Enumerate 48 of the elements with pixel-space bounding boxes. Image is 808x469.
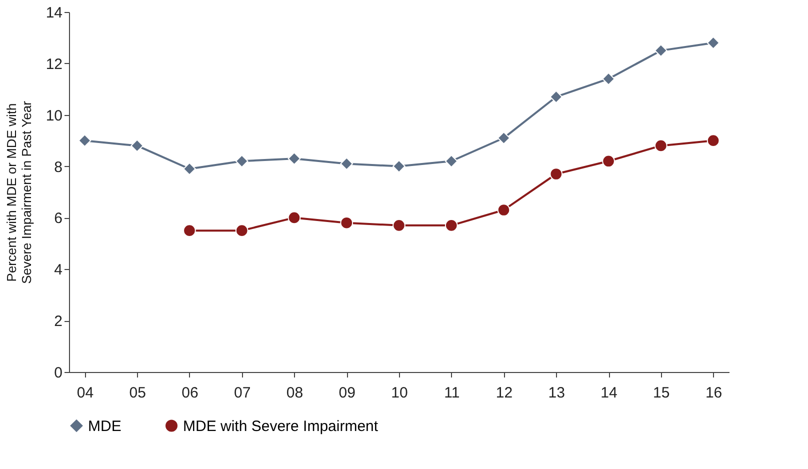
x-tick-label: 06 [182, 384, 198, 402]
point [288, 211, 301, 224]
x-tick-label: 08 [286, 384, 304, 402]
point [550, 168, 563, 180]
y-tick-label: 0 [54, 364, 62, 382]
x-tick-label: 13 [548, 384, 565, 402]
y-tick-label: 14 [46, 4, 62, 22]
legend-label: MDE with Severe Impairment [183, 418, 379, 435]
x-tick-label: 15 [653, 384, 670, 402]
point [78, 134, 92, 147]
point [706, 36, 720, 50]
y-axis-title: Percent with MDE or MDE with Severe Impairment in Past Year [4, 100, 34, 284]
x-tick-label: 09 [338, 384, 356, 402]
y-tick-label: 12 [46, 56, 62, 73]
point [235, 154, 248, 168]
point [444, 154, 458, 168]
point [602, 72, 615, 86]
point [183, 162, 196, 176]
point [602, 154, 615, 168]
y-tick-label: 4 [54, 262, 62, 279]
point [392, 219, 406, 232]
x-tick-label: 16 [705, 384, 722, 402]
point [550, 90, 563, 104]
point [706, 134, 720, 147]
x-tick-label: 14 [600, 384, 618, 402]
y-tick-label: 10 [46, 107, 62, 124]
point [444, 219, 458, 232]
point [340, 216, 354, 230]
point [497, 132, 510, 144]
point [340, 157, 354, 170]
point [497, 204, 510, 216]
point [235, 224, 248, 237]
x-tick-label: 04 [76, 384, 94, 402]
point [288, 152, 301, 165]
y-tick-label: 6 [54, 210, 62, 228]
x-tick-label: 12 [496, 384, 513, 402]
x-tick-label: 05 [129, 384, 146, 402]
x-tick-label: 11 [444, 384, 460, 402]
point [654, 139, 668, 152]
y-tick-label: 8 [54, 158, 62, 176]
x-tick-label: 10 [391, 384, 408, 402]
x-tick-label: 07 [234, 384, 251, 402]
point [392, 160, 406, 173]
point [654, 44, 668, 57]
y-tick-label: 2 [54, 313, 62, 330]
legend-label: MDE [88, 418, 122, 435]
point [130, 139, 144, 152]
point [183, 224, 196, 237]
